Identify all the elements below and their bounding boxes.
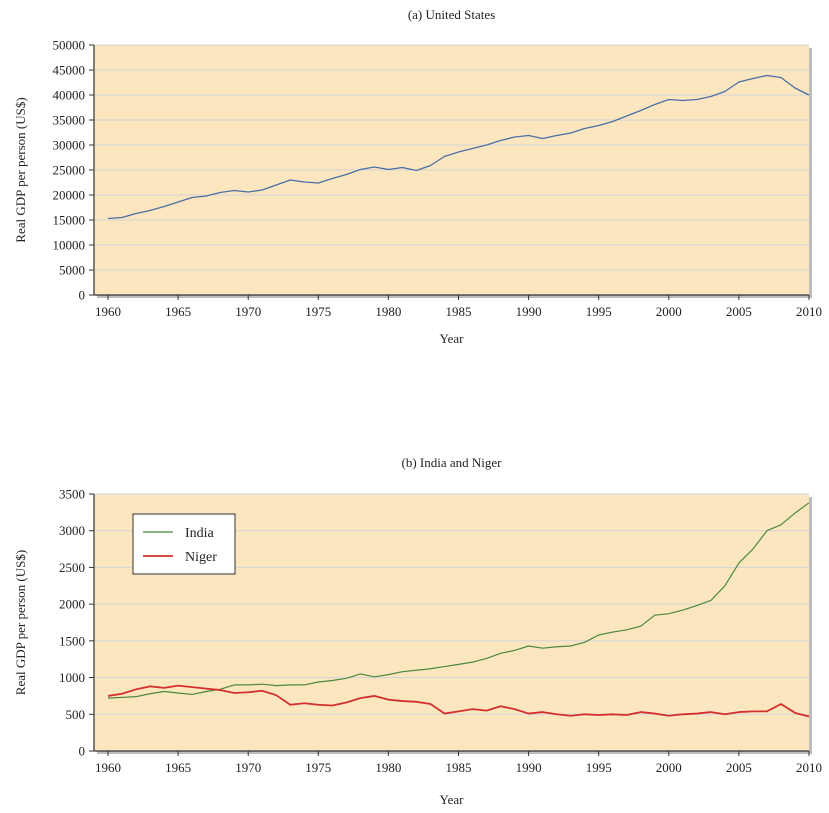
y-tick-label: 10000 [53, 238, 86, 253]
y-tick-label: 15000 [53, 213, 86, 228]
y-tick-label: 30000 [53, 138, 86, 153]
x-tick-label: 2005 [726, 760, 752, 775]
x-tick-label: 1990 [516, 760, 542, 775]
x-tick-label: 2000 [656, 760, 682, 775]
y-tick-label: 40000 [53, 88, 86, 103]
x-tick-label: 1990 [516, 304, 542, 319]
y-tick-label: 35000 [53, 113, 86, 128]
x-tick-label: 1960 [95, 760, 121, 775]
y-axis-title: Real GDP per person (US$) [13, 550, 28, 695]
y-tick-label: 3500 [59, 487, 85, 502]
x-tick-label: 1980 [375, 304, 401, 319]
x-axis-title: Year [440, 331, 465, 346]
chart-title: (b) India and Niger [402, 455, 503, 470]
legend-box [132, 513, 236, 575]
x-tick-label: 1975 [305, 304, 331, 319]
x-tick-label: 1995 [586, 760, 612, 775]
y-tick-label: 5000 [59, 263, 85, 278]
x-tick-label: 1970 [235, 304, 261, 319]
series-line-india [107, 502, 810, 699]
y-tick-label: 20000 [53, 188, 86, 203]
y-tick-label: 500 [66, 707, 86, 722]
x-tick-label: 2010 [796, 304, 822, 319]
chart-panel-0: 0 5000 10000 15000 20000 25000 30000 35000 40000… [13, 7, 822, 346]
x-tick-label: 2005 [726, 304, 752, 319]
chart-title: (a) United States [408, 7, 495, 22]
y-tick-label: 2500 [59, 560, 85, 575]
x-tick-label: 1980 [375, 760, 401, 775]
y-tick-label: 1000 [59, 670, 85, 685]
y-axis-title: Real GDP per person (US$) [13, 97, 28, 242]
y-tick-label: 3000 [59, 523, 85, 538]
x-tick-label: 2000 [656, 304, 682, 319]
x-tick-label: 1965 [165, 304, 191, 319]
y-tick-label: 0 [79, 744, 86, 759]
x-tick-label: 1960 [95, 304, 121, 319]
y-tick-label: 1500 [59, 633, 85, 648]
y-tick-label: 2000 [59, 597, 85, 612]
legend-label-niger: Niger [185, 550, 217, 565]
y-tick-label: 50000 [53, 38, 86, 53]
legend-label-india: India [185, 526, 215, 541]
x-tick-label: 1965 [165, 760, 191, 775]
x-tick-label: 1985 [446, 760, 472, 775]
x-tick-label: 1985 [446, 304, 472, 319]
x-tick-label: 1970 [235, 760, 261, 775]
y-tick-label: 25000 [53, 163, 86, 178]
series-line-niger [107, 684, 810, 718]
x-axis-title: Year [440, 792, 465, 807]
chart-panel-1: 0 500 1000 1500 2000 2500 3000 3500 1960 1965 1970… [13, 455, 822, 807]
y-tick-label: 45000 [53, 63, 86, 78]
x-tick-label: 2010 [796, 760, 822, 775]
x-tick-label: 1975 [305, 760, 331, 775]
y-tick-label: 0 [79, 288, 86, 303]
x-tick-label: 1995 [586, 304, 612, 319]
series-line-united-states [107, 74, 810, 220]
